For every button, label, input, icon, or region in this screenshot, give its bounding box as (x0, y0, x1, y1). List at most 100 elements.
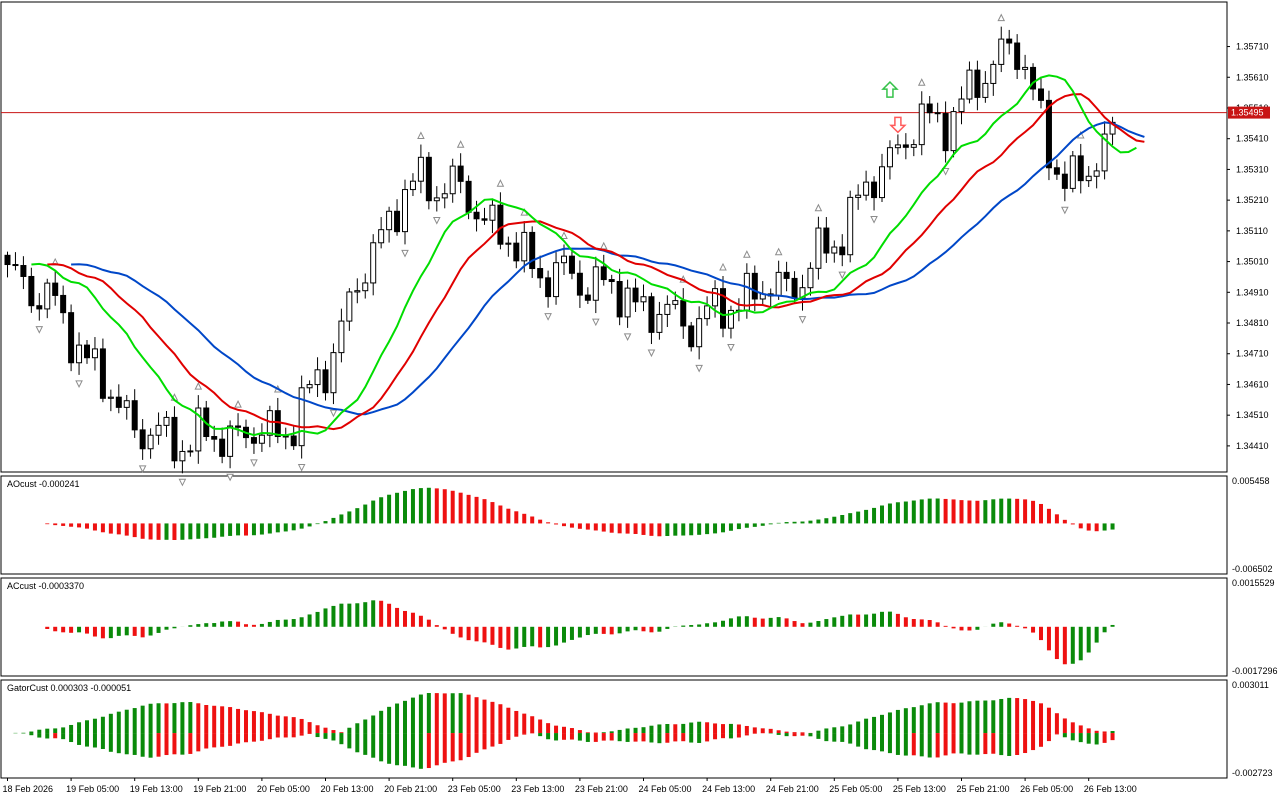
candle-body (1053, 167, 1060, 175)
candle-body (346, 291, 353, 322)
fractal-up-marker (917, 78, 926, 86)
candle (950, 107, 957, 158)
candle-body (274, 410, 281, 438)
candle-body (950, 111, 957, 152)
candle (704, 296, 711, 326)
candle-body (783, 271, 790, 279)
candle (1077, 143, 1084, 194)
candle (306, 380, 313, 394)
candle (863, 170, 870, 201)
time-tick-label: 19 Feb 13:00 (130, 784, 183, 794)
fractal-down-marker (35, 326, 44, 334)
candle-body (195, 407, 202, 452)
candle-body (91, 348, 98, 359)
candle (958, 86, 965, 125)
candle (616, 268, 623, 326)
candle (664, 295, 671, 328)
candle-body (688, 325, 695, 348)
time-tick-label: 23 Feb 21:00 (575, 784, 628, 794)
candle-body (1006, 38, 1013, 44)
candle (505, 236, 512, 257)
candle-body (553, 262, 560, 298)
time-tick-label: 23 Feb 13:00 (511, 784, 564, 794)
ao-max-label: 0.005458 (1232, 476, 1270, 486)
candle (592, 256, 599, 314)
candle-body (918, 103, 925, 146)
candle-body (60, 294, 67, 314)
ac-max-label: 0.0015529 (1232, 578, 1275, 588)
candle (680, 288, 687, 339)
ac-label: ACcust -0.0003370 (7, 581, 84, 591)
candle (568, 250, 575, 280)
candle (688, 321, 695, 352)
candle-body (76, 344, 83, 364)
candle (274, 397, 281, 444)
candle (1061, 161, 1068, 202)
candle-body (648, 296, 655, 333)
candle (576, 260, 583, 308)
candle-body (107, 396, 114, 399)
candle (282, 427, 289, 450)
price-tick-label: 1.34810 (1236, 318, 1269, 328)
candle (91, 337, 98, 371)
time-tick-label: 23 Feb 05:00 (448, 784, 501, 794)
candle (20, 256, 27, 290)
candle-body (1045, 99, 1052, 169)
price-tick-label: 1.35710 (1236, 42, 1269, 52)
candle (99, 338, 106, 403)
candle-body (974, 69, 981, 98)
time-tick-label: 20 Feb 05:00 (257, 784, 310, 794)
candle-body (123, 400, 130, 408)
candle (831, 240, 838, 263)
candle-body (815, 227, 822, 269)
ac-panel (45, 600, 1115, 665)
time-tick-label: 25 Feb 13:00 (893, 784, 946, 794)
candle-body (258, 434, 265, 444)
candle (394, 199, 401, 236)
candle (998, 26, 1005, 73)
candle (513, 232, 520, 269)
candle-body (394, 210, 401, 233)
candle (521, 221, 528, 273)
candle-body (1101, 133, 1108, 172)
candle-body (1030, 66, 1037, 90)
candle (918, 91, 925, 156)
candle (28, 267, 35, 313)
candle-body (290, 435, 297, 447)
candle-body (322, 369, 329, 394)
candle (155, 412, 162, 445)
candle-body (704, 305, 711, 320)
candle-body (28, 275, 35, 307)
candle-body (982, 82, 989, 98)
candle-body (417, 156, 424, 182)
fractal-up-marker (599, 241, 608, 250)
candle-body (894, 144, 901, 149)
fractal-down-marker (647, 349, 656, 358)
candle-body (386, 210, 393, 231)
candle (600, 254, 607, 286)
candle (815, 216, 822, 280)
price-tick-label: 1.35410 (1236, 134, 1269, 144)
candle-body (171, 416, 178, 462)
candle (362, 273, 369, 299)
price-panel (1, 13, 1227, 487)
candle-body (584, 294, 591, 301)
candle (720, 275, 726, 338)
fractal-up-marker (997, 13, 1006, 22)
price-tick-label: 1.34610 (1236, 379, 1269, 389)
candle-body (513, 242, 520, 262)
candle (298, 375, 305, 459)
candle-body (362, 282, 369, 292)
candle-body (235, 425, 242, 428)
fractal-down-marker (138, 465, 147, 474)
fractal-up-marker (560, 231, 568, 239)
time-tick-label: 20 Feb 13:00 (321, 784, 374, 794)
candle-body (672, 300, 679, 305)
candle-body (998, 38, 1005, 65)
candle (926, 96, 933, 124)
candle (211, 425, 218, 452)
candle-body (1085, 175, 1092, 182)
candle (179, 440, 186, 474)
